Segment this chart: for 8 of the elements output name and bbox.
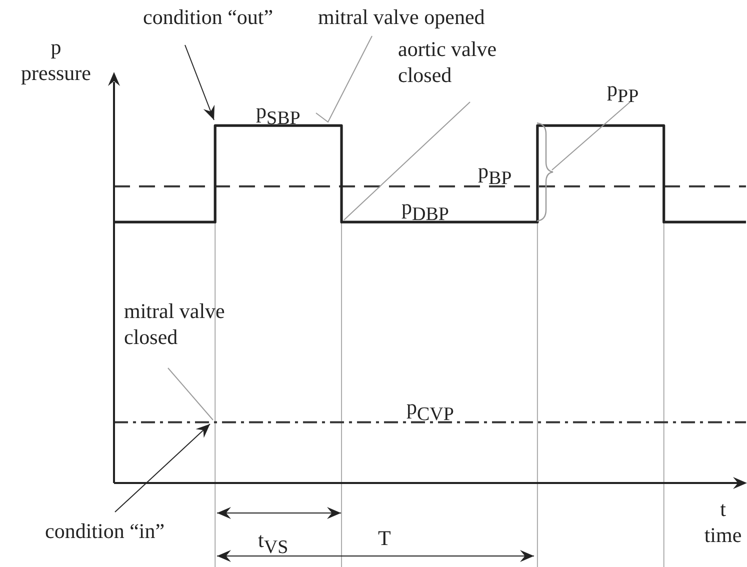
y-axis-title: p pressure	[20, 34, 92, 86]
text: aortic valve closed	[398, 36, 498, 88]
x-axis-title: t time	[703, 496, 743, 548]
text: mitral valve opened	[318, 4, 485, 30]
text: condition “out”	[143, 4, 274, 30]
annotation: mitral valve closed	[124, 298, 226, 350]
text: condition “in”	[45, 518, 165, 544]
text: T	[378, 525, 391, 551]
